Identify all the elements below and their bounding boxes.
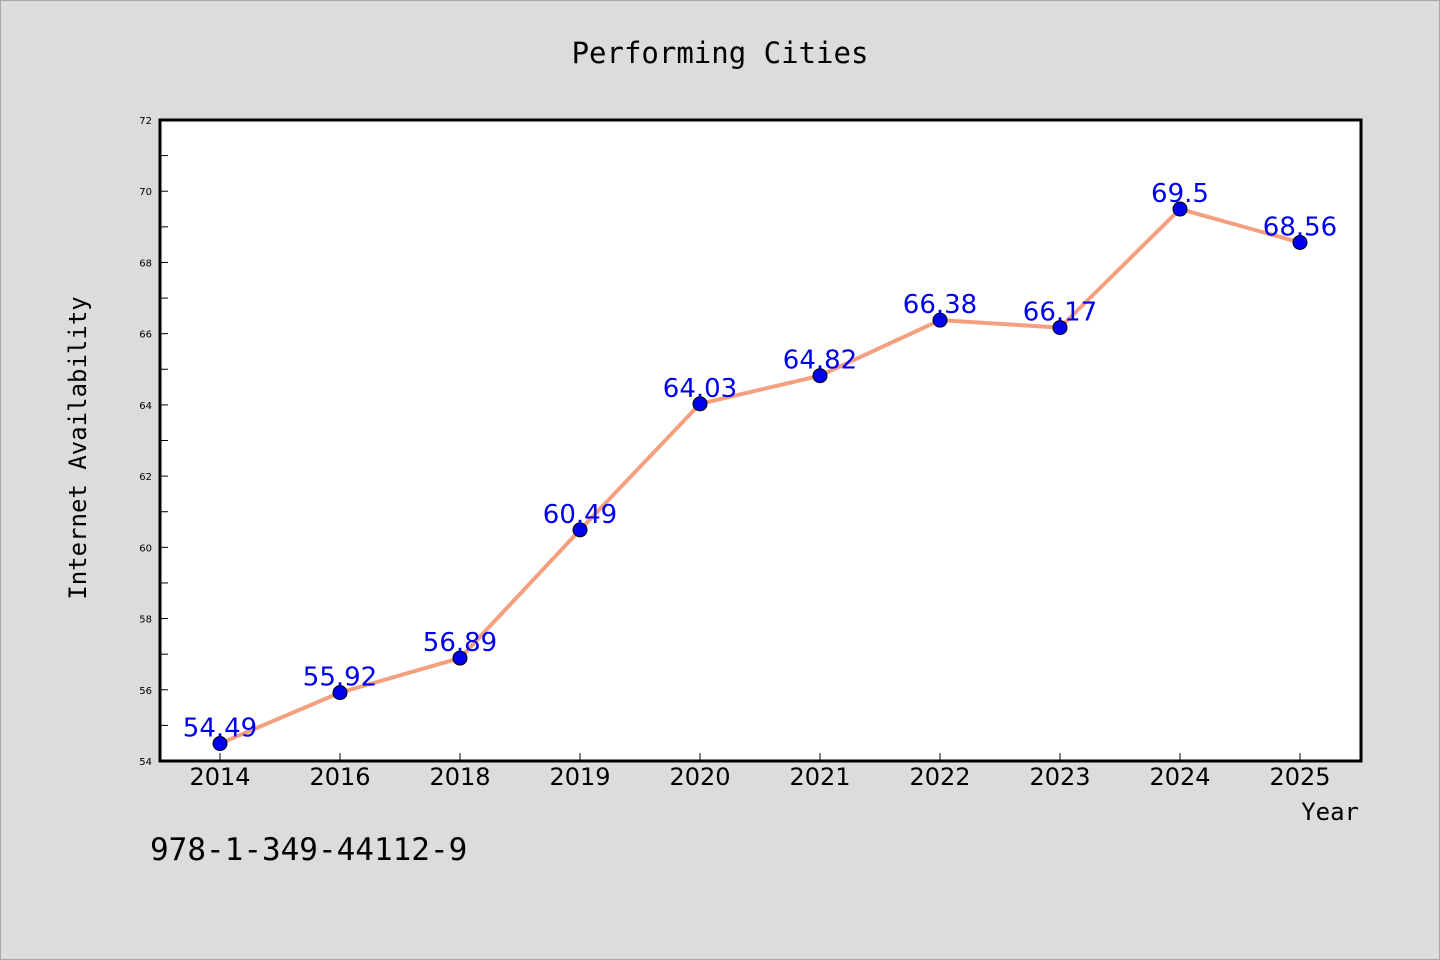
data-point-label: 69.5	[1151, 179, 1209, 209]
data-point-marker	[1172, 201, 1188, 217]
x-tick-label: 2020	[669, 763, 730, 791]
y-tick-label: 54	[139, 757, 152, 768]
footnote-isbn: 978-1-349-44112-9	[150, 832, 468, 868]
y-tick-label: 68	[139, 258, 152, 269]
x-tick-label: 2019	[549, 763, 610, 791]
y-tick-label: 56	[139, 686, 152, 697]
data-point-marker	[932, 312, 948, 328]
data-point-label: 64.82	[783, 346, 857, 376]
y-tick-label: 58	[139, 615, 152, 626]
y-tick-label: 72	[139, 116, 152, 127]
y-tick-label: 62	[139, 472, 152, 483]
data-point-marker	[332, 685, 348, 701]
x-tick-label: 2024	[1149, 763, 1210, 791]
y-tick-label: 60	[139, 543, 152, 554]
data-point-marker	[1052, 320, 1068, 336]
x-axis-label: Year	[1301, 798, 1359, 826]
x-tick-label: 2022	[909, 763, 970, 791]
data-point-marker	[812, 368, 828, 384]
chart-title: Performing Cities	[572, 36, 869, 70]
data-point-marker	[452, 650, 468, 666]
x-tick-label: 2014	[189, 763, 250, 791]
data-point-label: 66.17	[1023, 298, 1097, 328]
x-tick-label: 2018	[429, 763, 490, 791]
x-tick-label: 2021	[789, 763, 850, 791]
data-point-label: 64.03	[663, 374, 737, 404]
plot-area: 54 56 58 60 62 64 66 68 70 72 2014 2016 2018 2019 2020…	[139, 116, 1363, 791]
x-tick-label: 2016	[309, 763, 370, 791]
data-point-marker	[692, 396, 708, 412]
data-point-label: 60.49	[543, 500, 617, 530]
y-tick-label: 64	[139, 401, 152, 412]
x-tick-label: 2025	[1269, 763, 1330, 791]
data-point-marker	[212, 736, 228, 752]
data-point-label: 68.56	[1263, 213, 1337, 243]
data-point-label: 66.38	[903, 290, 977, 320]
data-point-label: 54.49	[183, 714, 257, 744]
x-tick-label: 2023	[1029, 763, 1090, 791]
data-point-marker	[1292, 235, 1308, 251]
data-point-label: 56.89	[423, 628, 497, 658]
y-tick-label: 66	[139, 330, 152, 341]
data-point-marker	[572, 522, 588, 538]
y-tick-label: 70	[139, 187, 152, 198]
plot-border	[158, 118, 1363, 763]
y-axis-label: Internet Availability	[64, 296, 92, 599]
series-line	[219, 207, 1301, 746]
data-point-label: 55.92	[303, 663, 377, 693]
